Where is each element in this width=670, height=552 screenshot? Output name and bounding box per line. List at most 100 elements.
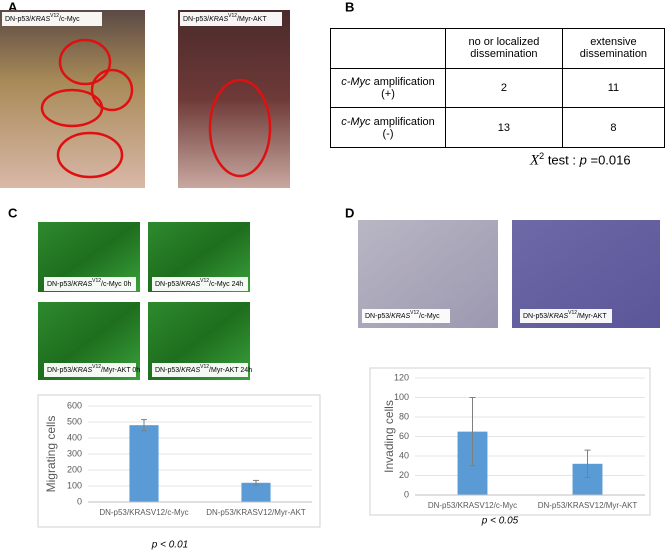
- cell: 2: [445, 67, 563, 109]
- chart-frame: [37, 394, 321, 528]
- chart-frame: [369, 367, 651, 516]
- photo: [0, 10, 145, 188]
- y-tick-label: 120: [394, 372, 409, 382]
- y-tick-label: 20: [399, 470, 409, 480]
- caption-text: /c-Myc 24h: [209, 281, 243, 288]
- cell: 8: [561, 107, 666, 148]
- x-tick-label: DN-p53/KRASV12/c-Myc: [99, 508, 188, 517]
- annotation: p < 0.01: [151, 540, 188, 551]
- panel-label: D: [345, 205, 354, 220]
- caption-text: /Myr-AKT 0h: [101, 367, 140, 374]
- y-tick-label: 200: [67, 464, 82, 474]
- caption-text: DN-p53/: [47, 367, 73, 374]
- row-label: c-Myc amplification (-): [330, 107, 446, 148]
- y-axis-label: Migrating cells: [44, 416, 58, 493]
- panel-label: A: [8, 0, 18, 14]
- row-sign: (+): [381, 87, 395, 100]
- gene: c-Myc: [341, 75, 371, 88]
- photo-caption: DN-p53/KRASV12/Myr-AKT: [183, 13, 267, 23]
- y-tick-label: 400: [67, 432, 82, 442]
- caption-box: [152, 277, 248, 291]
- panel-label: C: [8, 205, 18, 220]
- row-label: c-Myc amplification (+): [330, 67, 446, 109]
- caption-text: /c-Myc: [59, 16, 80, 23]
- y-tick-label: 100: [67, 480, 82, 490]
- stat-p: p: [579, 152, 587, 168]
- caption-sup: V12: [50, 13, 59, 19]
- caption-gene: KRAS: [181, 281, 200, 288]
- stat-value: =0.016: [590, 152, 631, 168]
- caption-box: [2, 12, 102, 26]
- caption-box: [44, 277, 136, 291]
- tumor-circles: [40, 38, 272, 179]
- caption-box: [362, 309, 450, 323]
- caption-sup: V12: [200, 278, 209, 284]
- caption-gene: KRAS: [391, 313, 410, 320]
- annotation: p < 0.05: [481, 516, 519, 527]
- caption-text: DN-p53/: [5, 16, 31, 23]
- photo-caption: DN-p53/KRASV12/Myr-AKT 24h: [155, 364, 252, 374]
- caption-sup: V12: [92, 278, 101, 284]
- y-tick-label: 100: [394, 392, 409, 402]
- row-sign: (-): [382, 127, 394, 140]
- caption-text: DN-p53/: [155, 281, 181, 288]
- caption-box: [44, 363, 136, 377]
- x-tick-label: DN-p53/KRASV12/Myr-AKT: [538, 501, 638, 510]
- y-tick-label: 600: [67, 400, 82, 410]
- empty-cell: [330, 28, 446, 69]
- photo-caption: DN-p53/KRASV12/c-Myc: [365, 310, 440, 320]
- caption-text: DN-p53/: [365, 313, 391, 320]
- row-text: amplification: [373, 75, 435, 88]
- caption-text: DN-p53/: [523, 313, 549, 320]
- y-axis-label: Invading cells: [382, 400, 396, 473]
- caption-box: [180, 12, 282, 26]
- photo: [178, 10, 290, 188]
- stat-test: X2 test : p =0.016: [530, 151, 631, 169]
- photo-caption: DN-p53/KRASV12/c-Myc: [5, 13, 80, 23]
- y-tick-label: 300: [67, 448, 82, 458]
- row-text: amplification: [373, 115, 435, 128]
- caption-box: [152, 363, 248, 377]
- y-tick-label: 0: [404, 489, 409, 499]
- y-tick-label: 40: [399, 450, 409, 460]
- caption-sup: V12: [410, 310, 419, 316]
- bar: [241, 482, 271, 502]
- panel-label: B: [345, 0, 354, 14]
- y-tick-label: 500: [67, 416, 82, 426]
- caption-text: DN-p53/: [155, 367, 181, 374]
- photo-caption: DN-p53/KRASV12/Myr-AKT 0h: [47, 364, 140, 374]
- caption-text: /Myr-AKT 24h: [209, 367, 252, 374]
- caption-gene: KRAS: [181, 367, 200, 374]
- cell: 13: [445, 107, 563, 148]
- x-tick-label: DN-p53/KRASV12/c-Myc: [428, 501, 517, 510]
- y-tick-label: 80: [399, 411, 409, 421]
- caption-gene: KRAS: [73, 281, 92, 288]
- caption-text: /Myr-AKT: [237, 16, 267, 23]
- caption-gene: KRAS: [73, 367, 92, 374]
- y-tick-label: 60: [399, 431, 409, 441]
- caption-text: /c-Myc: [419, 313, 440, 320]
- caption-gene: KRAS: [209, 16, 228, 23]
- caption-sup: V12: [228, 13, 237, 19]
- y-tick-label: 0: [77, 496, 82, 506]
- caption-sup: V12: [92, 364, 101, 370]
- stat-sup: 2: [539, 151, 545, 161]
- photo-caption: DN-p53/KRASV12/c-Myc 24h: [155, 278, 243, 288]
- caption-gene: KRAS: [549, 313, 568, 320]
- caption-gene: KRAS: [31, 16, 50, 23]
- header-cell: no or localized dissemination: [445, 28, 563, 69]
- caption-box: [520, 309, 612, 323]
- stat-text: test :: [547, 152, 576, 168]
- gene: c-Myc: [341, 115, 371, 128]
- caption-text: /Myr-AKT: [577, 313, 607, 320]
- caption-sup: V12: [200, 364, 209, 370]
- caption-text: DN-p53/: [183, 16, 209, 23]
- caption-text: /c-Myc 0h: [101, 281, 131, 288]
- caption-sup: V12: [568, 310, 577, 316]
- bar: [129, 425, 159, 502]
- photo-caption: DN-p53/KRASV12/c-Myc 0h: [47, 278, 131, 288]
- header-cell: extensive dissemination: [561, 28, 666, 69]
- photo-caption: DN-p53/KRASV12/Myr-AKT: [523, 310, 607, 320]
